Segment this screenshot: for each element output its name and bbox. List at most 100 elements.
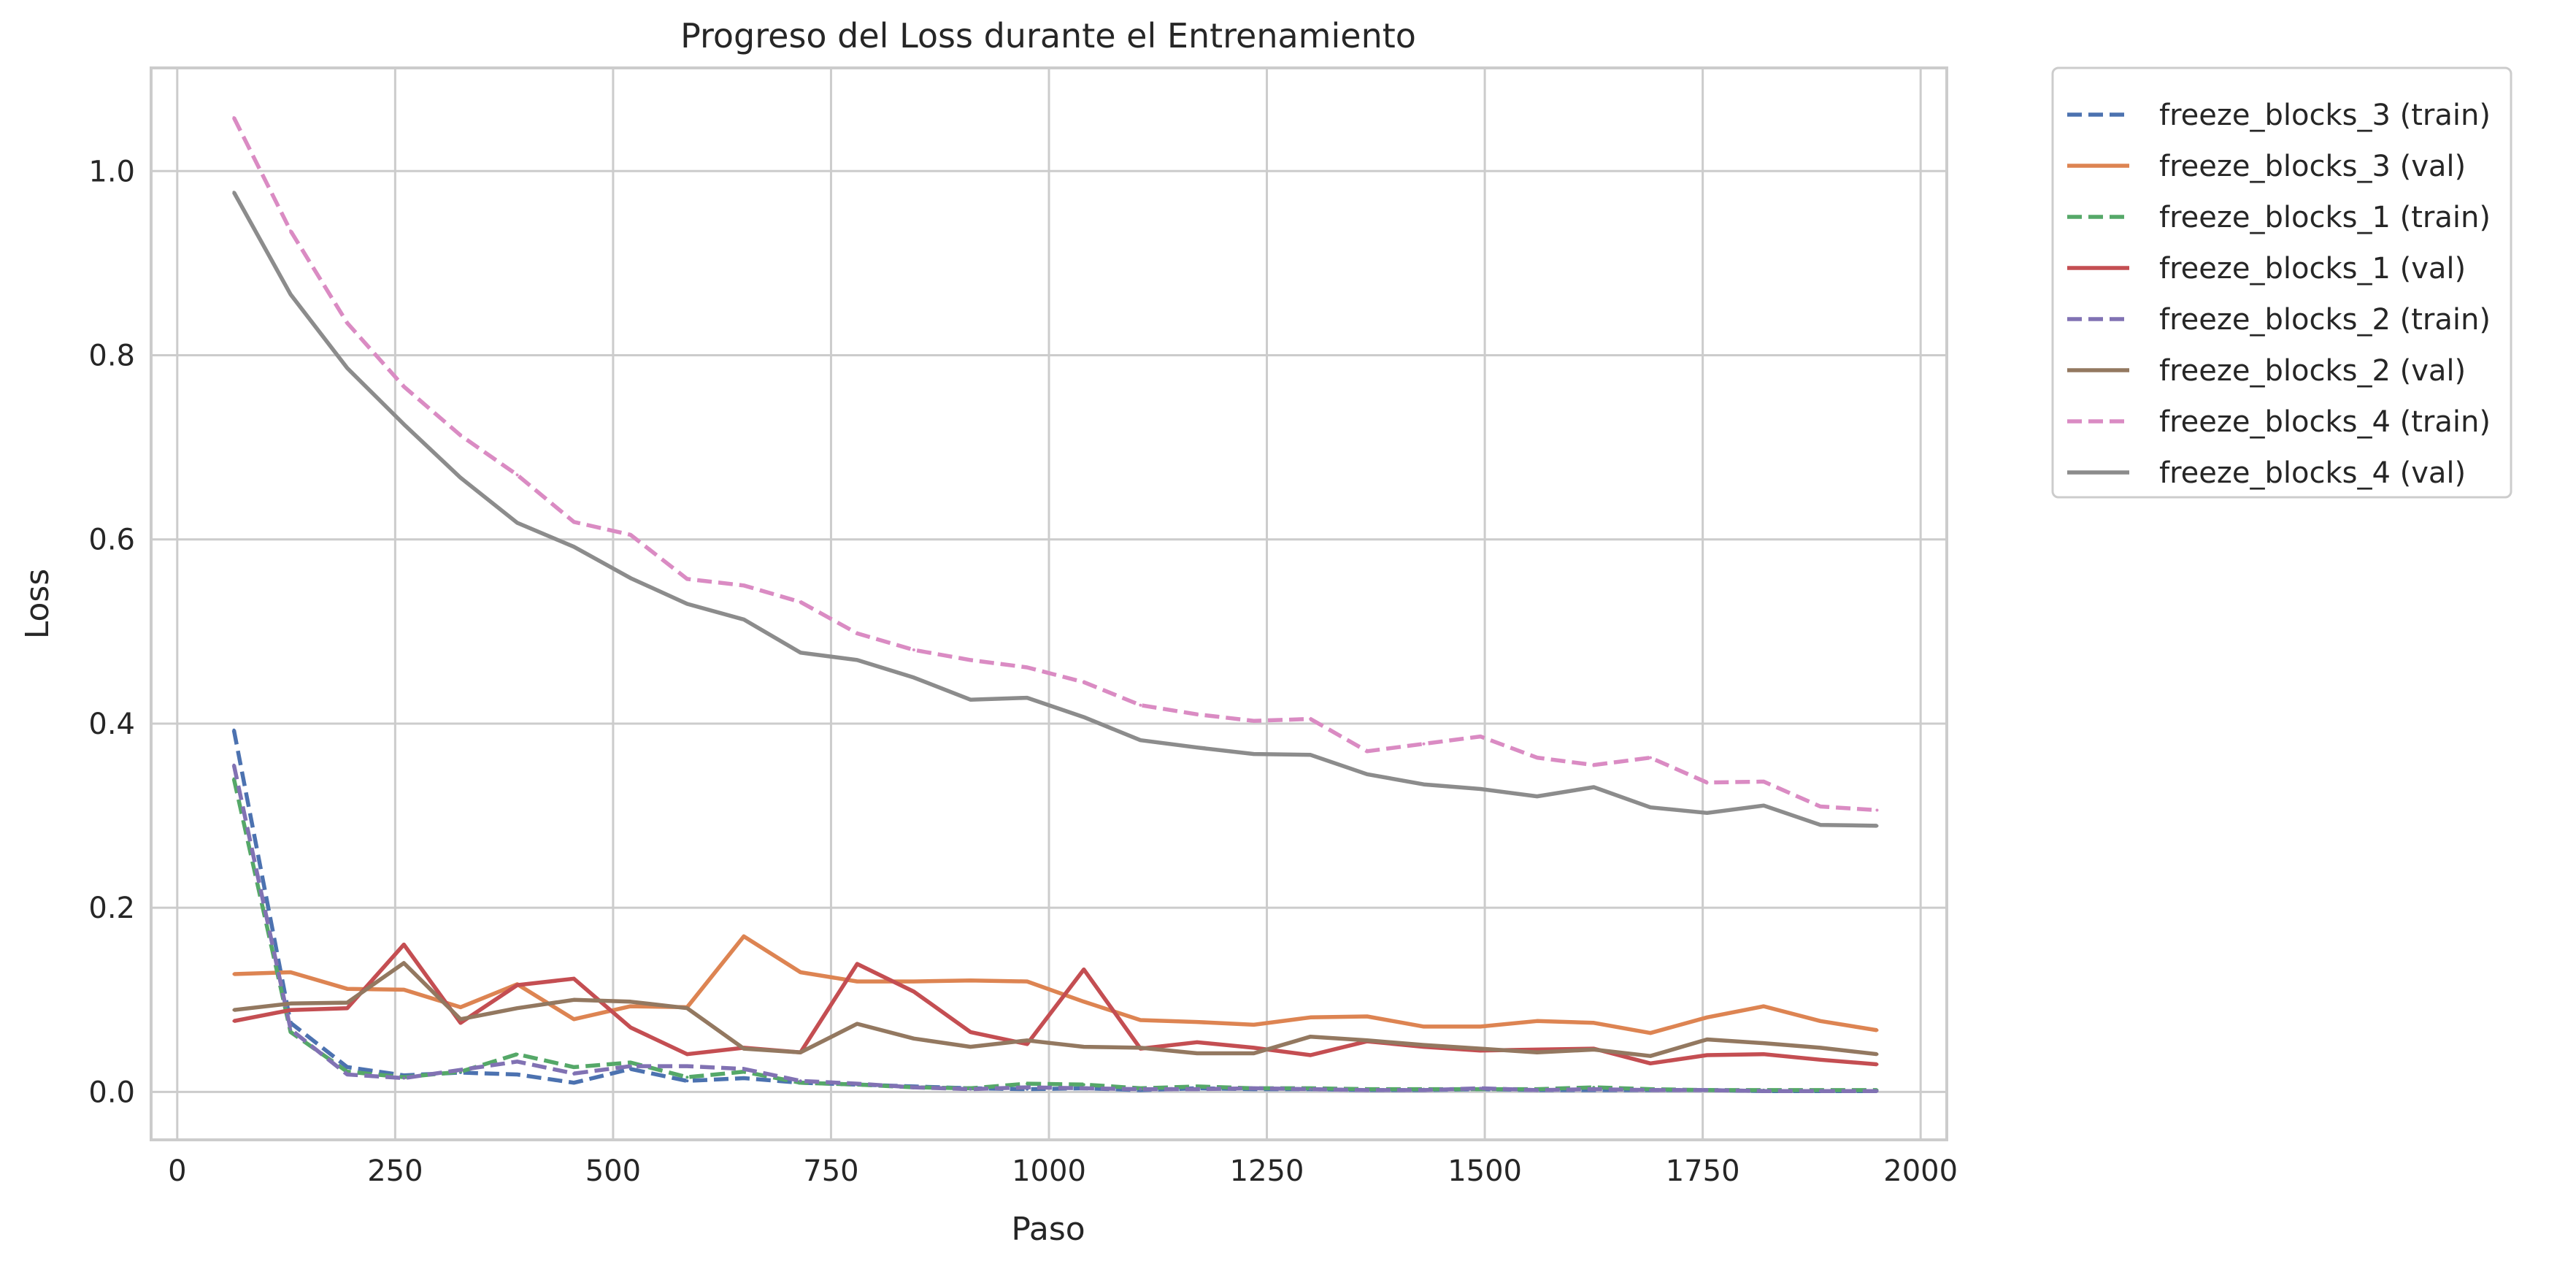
data-point [912, 1086, 915, 1089]
data-point [458, 434, 462, 437]
data-point [1365, 1038, 1369, 1042]
data-point [1648, 1031, 1652, 1035]
data-point [1479, 1087, 1483, 1090]
series-points [232, 961, 1879, 1058]
data-point [856, 658, 859, 662]
data-point [1082, 681, 1085, 684]
legend: freeze_blocks_3 (train) freeze_blocks_3 (… [2051, 66, 2512, 499]
data-point [1252, 752, 1256, 756]
data-point [458, 476, 462, 480]
data-point [1365, 749, 1369, 753]
data-point [1875, 808, 1879, 812]
data-point [1648, 1088, 1652, 1092]
data-point [458, 1068, 462, 1072]
legend-label: freeze_blocks_4 (train) [2159, 405, 2491, 439]
data-point [1026, 666, 1029, 670]
data-point [1422, 1088, 1426, 1092]
data-point [1422, 783, 1426, 786]
data-point [1875, 1089, 1879, 1093]
data-point [1535, 1088, 1539, 1092]
data-point [1818, 805, 1822, 808]
data-point [345, 987, 349, 991]
data-point [628, 533, 632, 537]
data-point [572, 977, 576, 981]
data-point [628, 1061, 632, 1065]
data-point [799, 1051, 802, 1054]
legend-label: freeze_blocks_4 (val) [2159, 456, 2466, 490]
data-point [1139, 1019, 1142, 1022]
data-point [1026, 980, 1029, 984]
data-point [289, 1008, 293, 1012]
data-point [1762, 1005, 1766, 1008]
series-line [234, 961, 1877, 1058]
data-point [685, 1076, 689, 1079]
data-point [1082, 1083, 1085, 1087]
data-point [912, 1037, 915, 1041]
data-point [1648, 1062, 1652, 1065]
data-point [232, 191, 236, 194]
data-point [1762, 780, 1766, 783]
data-point [1535, 794, 1539, 798]
data-point [799, 970, 802, 974]
data-point [969, 978, 972, 982]
legend-label: freeze_blocks_2 (train) [2159, 303, 2491, 337]
data-point [515, 1073, 519, 1076]
series-line [231, 116, 1877, 813]
data-point [1592, 763, 1596, 767]
data-point [628, 1026, 632, 1030]
series-line [231, 778, 1877, 1092]
data-point [1309, 1016, 1312, 1019]
data-point [1535, 1019, 1539, 1023]
data-point [628, 1065, 632, 1068]
grid [151, 68, 1947, 1140]
data-point [515, 473, 519, 477]
data-point [1705, 1053, 1709, 1057]
data-point [1026, 1082, 1029, 1086]
data-point [1082, 716, 1085, 719]
series-line [234, 934, 1877, 1035]
data-point [1196, 746, 1199, 749]
data-point [1082, 1000, 1085, 1003]
data-point [1309, 753, 1312, 756]
x-tick-label: 250 [367, 1154, 423, 1188]
data-point [1082, 1045, 1085, 1049]
data-point [572, 998, 576, 1002]
data-point [1365, 773, 1369, 776]
x-tick-label: 0 [168, 1154, 186, 1188]
data-point [345, 367, 349, 370]
data-point [1762, 1052, 1766, 1056]
data-point [572, 545, 576, 548]
data-point [345, 1006, 349, 1010]
data-point [1818, 823, 1822, 827]
y-tick-label: 1.0 [88, 155, 135, 188]
data-point [912, 989, 915, 993]
data-point [289, 1002, 293, 1005]
data-point [799, 600, 802, 604]
series-lines [231, 116, 1879, 1093]
data-point [856, 632, 859, 635]
data-point [1479, 1047, 1483, 1051]
data-point [232, 1008, 236, 1012]
data-point [685, 577, 689, 581]
data-point [1762, 1041, 1766, 1045]
data-point [515, 521, 519, 525]
data-point [1252, 1023, 1256, 1027]
data-point [969, 698, 972, 702]
x-tick-label: 750 [803, 1154, 858, 1188]
data-point [289, 1030, 293, 1034]
data-point [1082, 968, 1085, 971]
y-tick-label: 0.0 [88, 1076, 135, 1109]
data-point [1479, 787, 1483, 791]
data-point [1592, 785, 1596, 789]
data-point [1026, 1086, 1029, 1089]
data-point [1762, 1089, 1766, 1093]
data-point [345, 1073, 349, 1076]
data-point [1592, 1021, 1596, 1024]
series-line [231, 191, 1877, 828]
data-point [345, 1001, 349, 1005]
series-points [232, 191, 1879, 827]
data-point [402, 943, 406, 946]
y-tick-label: 0.6 [88, 524, 135, 557]
data-point [856, 962, 859, 966]
legend-label: freeze_blocks_2 (val) [2159, 354, 2466, 388]
